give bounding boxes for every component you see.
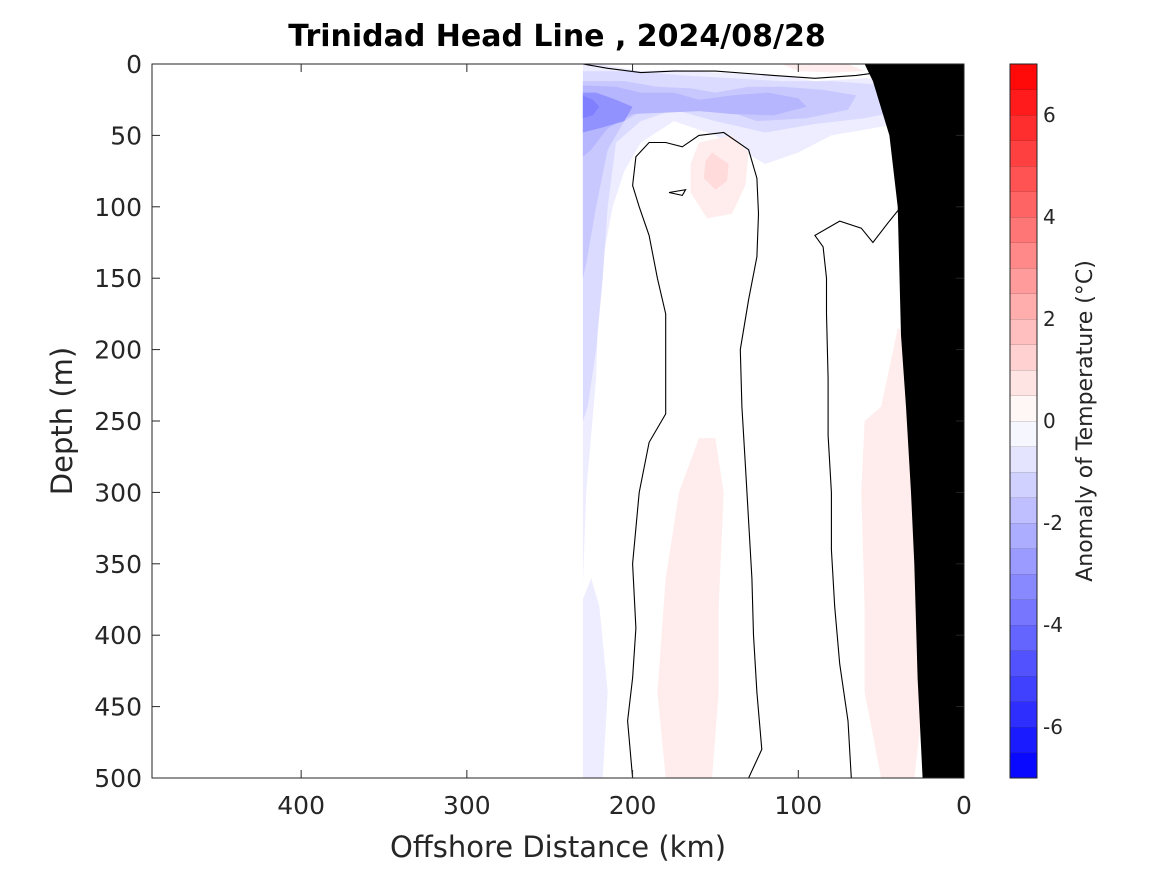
colorbar-cells [1010,63,1037,779]
anomaly-region [703,152,729,190]
y-tick-label: 300 [94,478,142,507]
colorbar-cell [1010,472,1037,498]
colorbar-cell [1010,217,1037,243]
y-tick-label: 200 [94,336,142,365]
x-tick-label: 100 [774,791,822,820]
colorbar-cell [1010,344,1037,371]
colorbar-cell [1010,523,1037,549]
colorbar-cell [1010,370,1037,396]
y-tick-label: 400 [94,621,142,650]
colorbar-cell [1010,574,1037,600]
colorbar-cell [1010,497,1037,524]
y-tick-label: 350 [94,550,142,579]
colorbar-cell [1010,140,1037,167]
colorbar-title: Anomaly of Temperature (°C) [1073,260,1098,582]
colorbar-cell [1010,752,1037,779]
colorbar-cell [1010,395,1037,422]
y-tick-label: 150 [94,264,142,293]
anomaly-region [582,95,600,119]
chart-title: Trinidad Head Line , 2024/08/28 [288,19,825,54]
y-tick-label: 50 [110,121,142,150]
colorbar-tick-label: -6 [1043,715,1063,739]
x-tick-label: 400 [277,791,325,820]
colorbar-cell [1010,242,1037,269]
colorbar-tick-label: -2 [1043,511,1063,535]
x-tick-label: 0 [956,791,972,820]
y-tick-label: 100 [94,193,142,222]
colorbar-cell [1010,64,1037,90]
x-axis: 400 300 200 100 0 [277,64,972,820]
y-tick-label: 450 [94,693,142,722]
y-axis-title: Depth (m) [45,347,79,495]
colorbar-cell [1010,89,1037,116]
colorbar-cell [1010,319,1037,345]
colorbar-tick-label: -4 [1043,613,1063,637]
anomaly-region [781,64,865,73]
x-axis-title: Offshore Distance (km) [390,830,726,864]
colorbar-cell [1010,191,1037,218]
x-tick-label: 200 [609,791,657,820]
colorbar-tick-label: 0 [1043,409,1056,433]
colorbar-cell [1010,268,1037,294]
colorbar-cell [1010,701,1037,728]
y-axis: 0 50 100 150 200 250 300 350 400 450 500 [94,50,964,793]
colorbar-tick-label: 2 [1043,307,1056,331]
colorbar-cell [1010,676,1037,702]
x-tick-label: 300 [443,791,491,820]
colorbar-cell [1010,421,1037,447]
colorbar-tick-label: 4 [1043,205,1056,229]
colorbar-cell [1010,115,1037,141]
anomaly-region [657,438,724,778]
colorbar-cell [1010,650,1037,677]
anomaly-region [582,85,807,157]
y-tick-label: 250 [94,407,142,436]
colorbar-cell [1010,625,1037,651]
y-tick-label: 0 [126,50,142,79]
seafloor-bathymetry [864,64,964,778]
colorbar-cell [1010,293,1037,320]
y-tick-label: 500 [94,764,142,793]
colorbar-frame [1009,63,1038,779]
colorbar-tick-label: 6 [1043,103,1056,127]
colorbar: -6 -4 -2 0 2 4 6 [1009,63,1063,779]
zero-contour-line [668,188,687,197]
colorbar-cell [1010,548,1037,575]
colorbar-cell [1010,599,1037,626]
anomaly-region [582,578,608,778]
colorbar-cell [1010,446,1037,473]
colorbar-cell [1010,727,1037,753]
bathymetry [864,64,964,778]
zero-contour-line [627,131,763,778]
colorbar-cell [1010,166,1037,192]
plot-area [151,63,965,779]
colorbar-ticks: -6 -4 -2 0 2 4 6 [1043,103,1063,739]
